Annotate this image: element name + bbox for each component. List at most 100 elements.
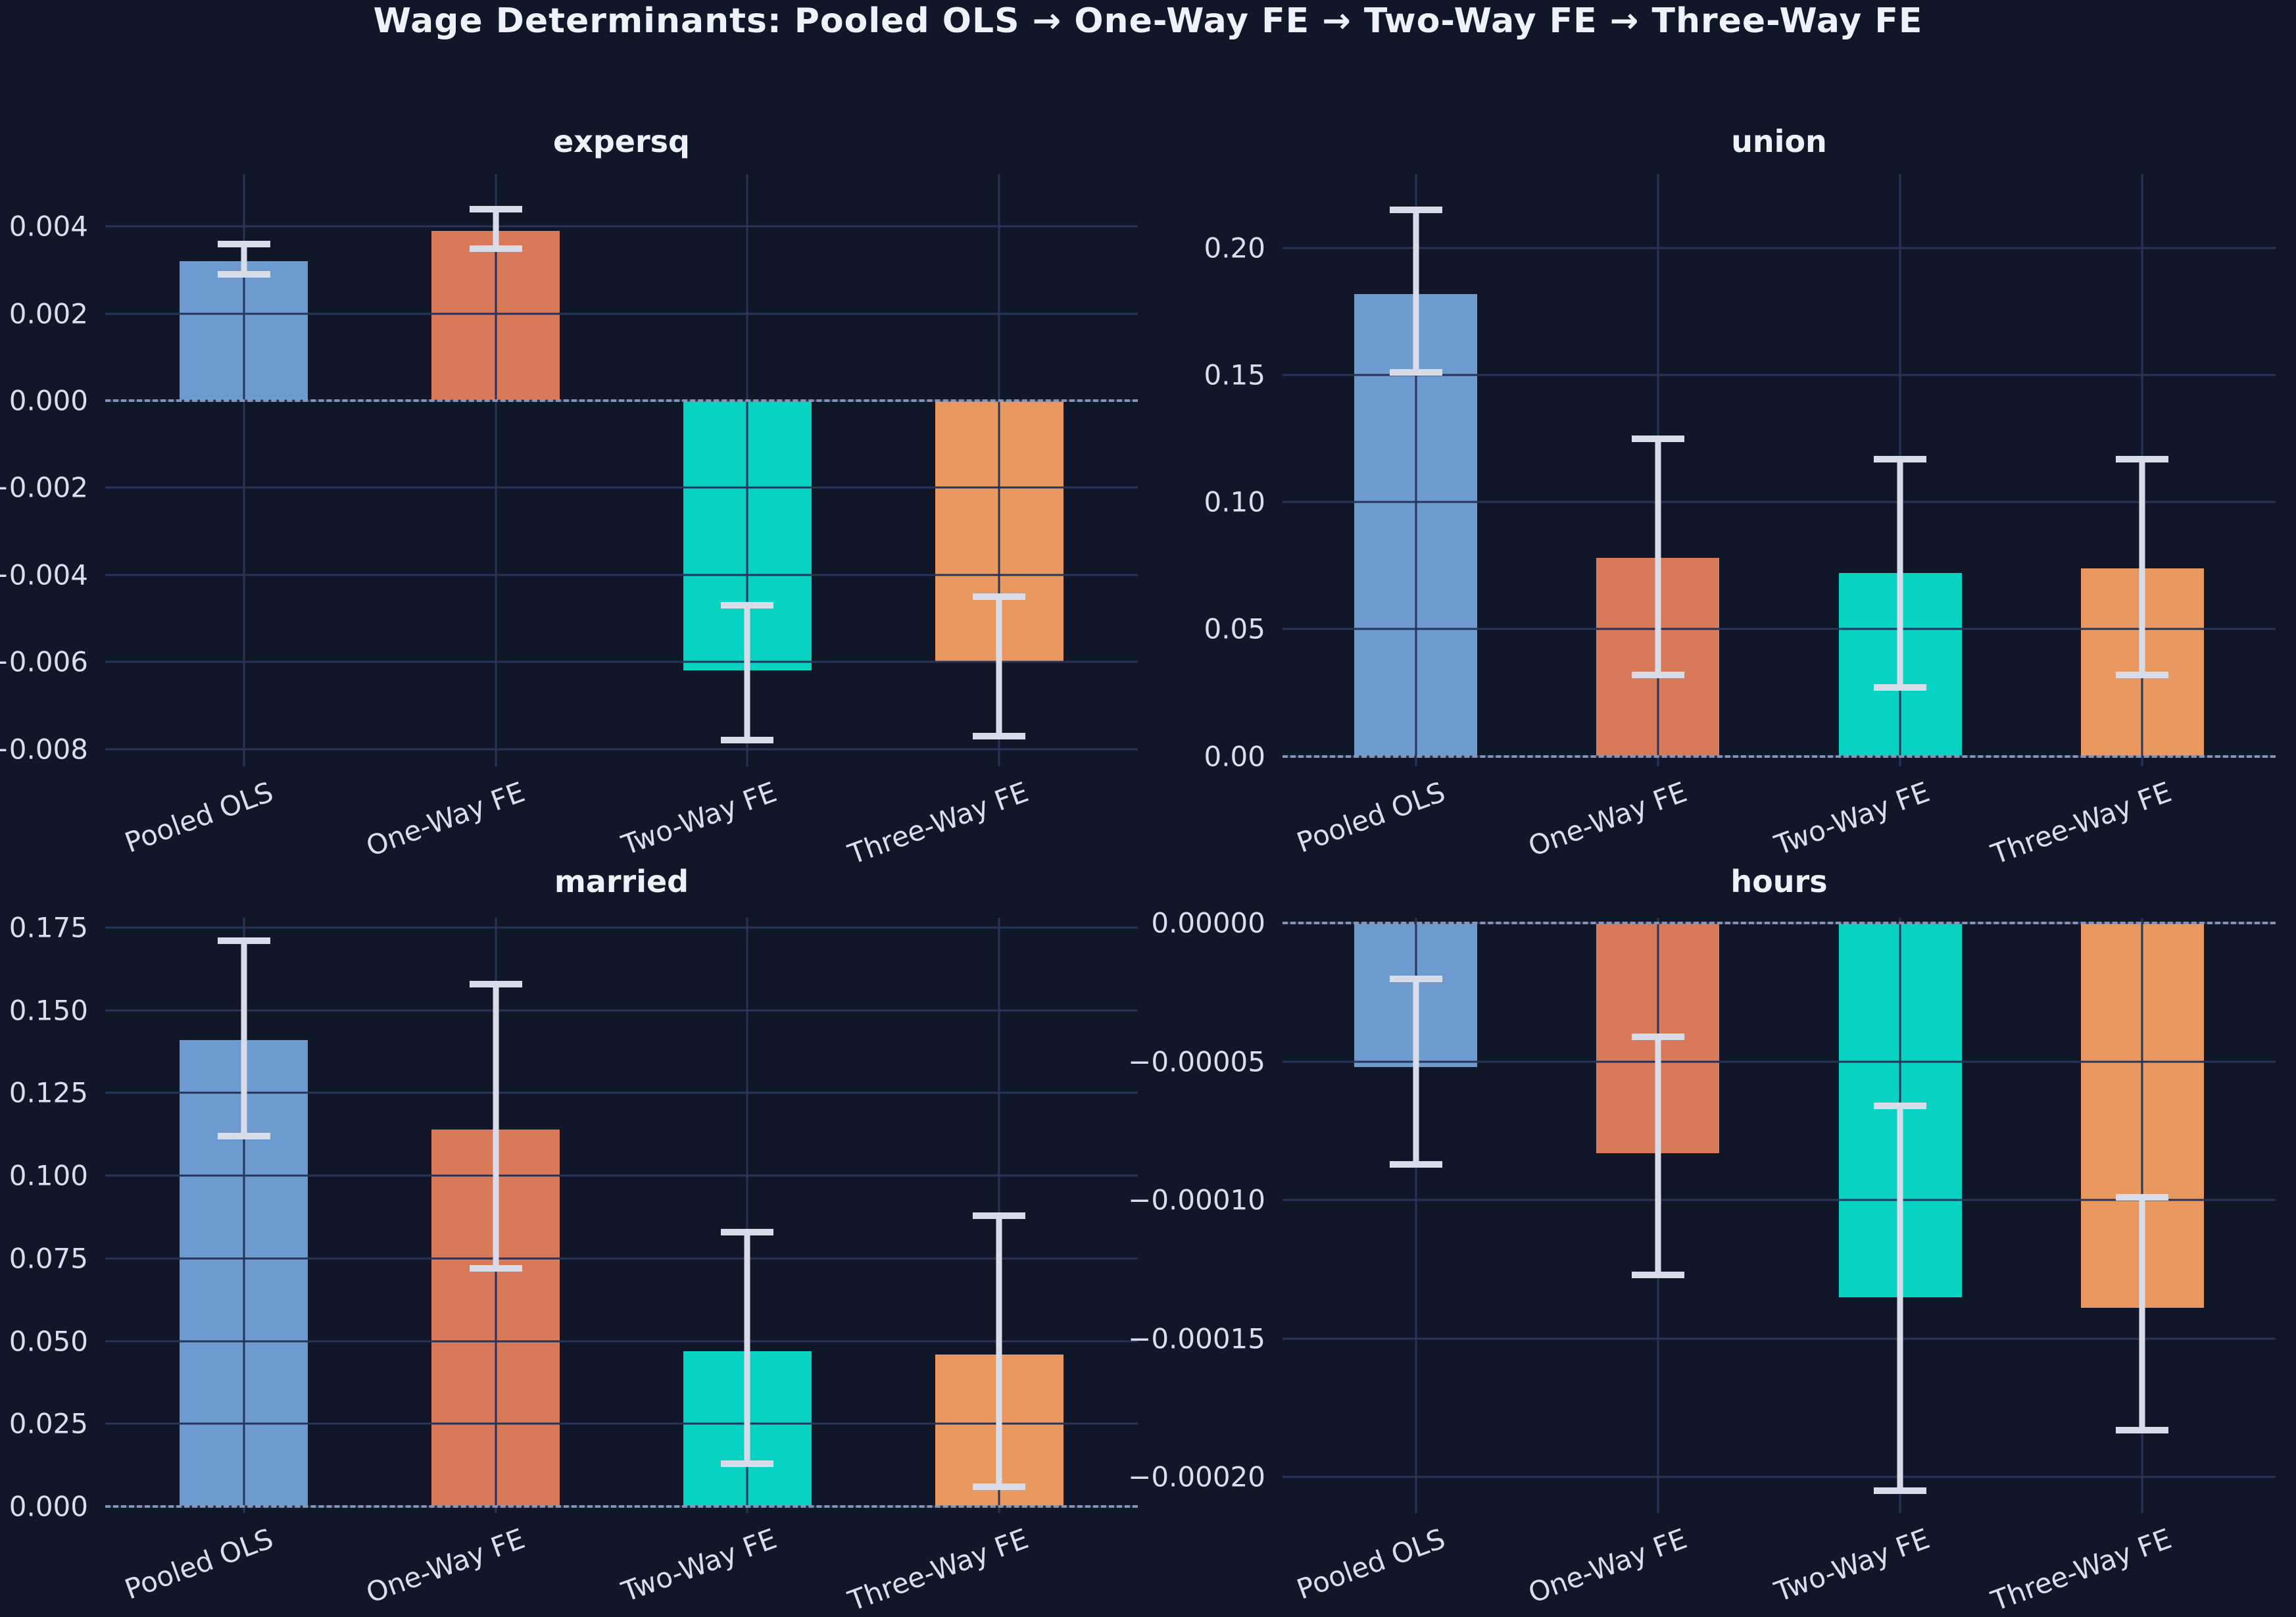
- x-grid-line: [998, 174, 1000, 766]
- error-bar: [493, 209, 499, 249]
- x-grid-line: [243, 918, 245, 1513]
- zero-line: [1282, 922, 2276, 925]
- error-cap: [1389, 975, 1442, 982]
- subplot-expersq: expersq 0.004 0.002 0.000 −0.002 −0.004 −0.00…: [0, 66, 1148, 885]
- error-cap: [973, 593, 1026, 600]
- y-tick-label: 0.00: [1204, 740, 1265, 773]
- y-grid-line: [1282, 247, 2276, 249]
- x-tick-label: Pooled OLS: [1292, 1522, 1450, 1606]
- plot-area-married: 0.175 0.150 0.125 0.100 0.075 0.050 0.025 0.000: [9, 912, 1138, 1522]
- error-cap: [469, 980, 522, 987]
- error-cap: [469, 205, 522, 212]
- y-grid-line: [1282, 1199, 2276, 1201]
- error-bar: [1413, 210, 1419, 373]
- x-grid-line: [1415, 174, 1417, 766]
- error-cap: [217, 937, 270, 945]
- error-bar: [1897, 459, 1903, 688]
- error-cap: [721, 602, 774, 609]
- x-tick-label: One-Way FE: [362, 1522, 529, 1610]
- y-grid-line: [1282, 374, 2276, 376]
- y-tick-label: 0.20: [1204, 232, 1265, 264]
- y-grid-line: [105, 1422, 1138, 1425]
- y-tick-label: 0.002: [9, 297, 88, 330]
- error-bar: [996, 1215, 1002, 1487]
- error-bar: [1655, 1037, 1661, 1275]
- x-grid-line: [495, 174, 497, 766]
- error-cap: [1874, 1487, 1927, 1495]
- y-tick-label: 0.100: [9, 1159, 88, 1192]
- subplot-title-married: married: [554, 864, 689, 899]
- error-cap: [1631, 1272, 1684, 1278]
- error-cap: [1874, 684, 1927, 691]
- zero-line: [105, 1505, 1138, 1508]
- y-tick-label: 0.05: [1204, 612, 1265, 645]
- y-tick-label: 0.125: [9, 1076, 88, 1109]
- error-bar: [1897, 1106, 1903, 1491]
- error-cap: [2116, 671, 2169, 678]
- x-tick-label: Two-Way FE: [1770, 1522, 1934, 1608]
- y-tick-label: −0.006: [0, 645, 88, 678]
- error-cap: [2116, 1426, 2169, 1433]
- y-grid-line: [1282, 1337, 2276, 1340]
- y-tick-label: 0.000: [9, 1490, 88, 1523]
- y-tick-label: 0.15: [1204, 359, 1265, 391]
- plot-area-expersq: 0.004 0.002 0.000 −0.002 −0.004 −0.006 −0.008: [0, 174, 1138, 766]
- x-grid-line: [1415, 918, 1417, 1513]
- error-cap: [217, 271, 270, 278]
- plot-area-hours: 0.00000 −0.00005 −0.00010 −0.00015 −0.00020: [1128, 907, 2276, 1513]
- y-grid-line: [105, 1174, 1138, 1177]
- x-tick-label: Two-Way FE: [617, 1522, 781, 1608]
- y-grid-line: [105, 1091, 1138, 1094]
- error-cap: [721, 1460, 774, 1467]
- error-cap: [721, 737, 774, 744]
- x-grid-line: [746, 918, 748, 1513]
- y-grid-line: [105, 574, 1138, 576]
- error-cap: [1631, 435, 1684, 442]
- y-tick-label: 0.025: [9, 1407, 88, 1440]
- x-axis-labels-hours: Pooled OLS One-Way FE Two-Way FE Three-Way …: [1282, 1513, 2276, 1617]
- y-grid-line: [1282, 501, 2276, 503]
- x-grid-line: [746, 174, 748, 766]
- x-tick-label: One-Way FE: [1524, 1522, 1692, 1610]
- y-grid-line: [105, 1257, 1138, 1260]
- error-cap: [973, 1483, 1026, 1490]
- subplot-title-expersq: expersq: [553, 124, 690, 159]
- y-grid-line: [105, 748, 1138, 751]
- y-grid-line: [1282, 1060, 2276, 1063]
- zero-line: [1282, 755, 2276, 758]
- y-tick-label: 0.000: [9, 384, 88, 417]
- error-bar: [2139, 459, 2145, 675]
- y-tick-label: 0.150: [9, 994, 88, 1027]
- y-grid-line: [105, 1009, 1138, 1012]
- y-tick-label: 0.10: [1204, 485, 1265, 518]
- error-bar: [493, 983, 499, 1268]
- y-tick-label: 0.00000: [1151, 907, 1265, 939]
- error-bar: [1655, 438, 1661, 675]
- subplot-title-union: union: [1731, 124, 1827, 159]
- y-tick-label: −0.004: [0, 559, 88, 591]
- y-grid-line: [1282, 1476, 2276, 1478]
- subplot-hours: hours 0.00000 −0.00005 −0.00010 −0.00015 −0.…: [1128, 819, 2296, 1617]
- y-grid-line: [105, 1340, 1138, 1343]
- error-cap: [1389, 1160, 1442, 1168]
- y-grid-line: [105, 486, 1138, 489]
- error-cap: [973, 1212, 1026, 1219]
- error-cap: [217, 240, 270, 247]
- error-cap: [2116, 455, 2169, 462]
- error-bar: [744, 1231, 750, 1464]
- error-cap: [1874, 1103, 1927, 1110]
- x-tick-label: Pooled OLS: [120, 1522, 278, 1606]
- error-cap: [469, 245, 522, 252]
- error-cap: [469, 1264, 522, 1272]
- zero-line: [105, 399, 1138, 403]
- subplot-title-hours: hours: [1730, 864, 1828, 899]
- y-tick-label: −0.008: [0, 733, 88, 766]
- error-cap: [1874, 455, 1927, 462]
- plot-area-union: 0.20 0.15 0.10 0.05 0.00: [1204, 174, 2276, 772]
- error-cap: [217, 1132, 270, 1139]
- x-axis-labels-married: Pooled OLS One-Way FE Two-Way FE Three-Way …: [105, 1513, 1138, 1617]
- y-grid-line: [1282, 628, 2276, 630]
- error-cap: [721, 1228, 774, 1235]
- error-bar: [996, 596, 1002, 736]
